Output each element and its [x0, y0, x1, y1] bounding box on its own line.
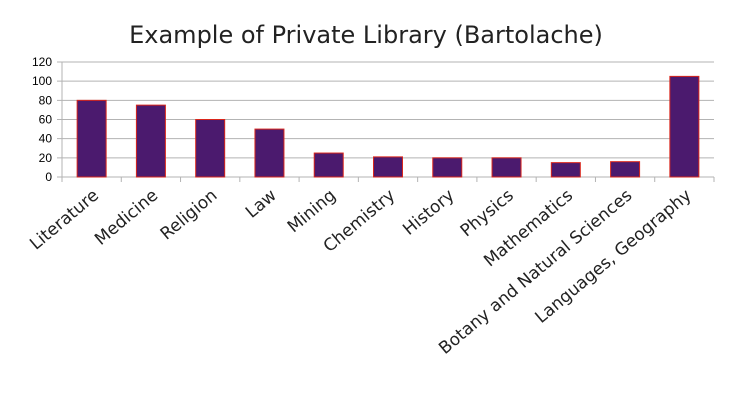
bar: [550, 162, 581, 178]
y-tick-label: 60: [39, 113, 53, 127]
bar: [491, 157, 522, 178]
bar: [669, 75, 700, 178]
y-tick-label: 100: [32, 74, 52, 88]
y-tick-label: 120: [32, 55, 52, 69]
bar: [254, 128, 285, 178]
y-tick-label: 20: [39, 151, 53, 165]
bar: [373, 156, 403, 178]
bar: [432, 157, 463, 178]
bar: [313, 152, 344, 178]
bar: [610, 161, 641, 178]
y-axis-ticks: 0 20 40 60 80 100 120: [32, 55, 52, 184]
y-tick-label: 40: [39, 132, 53, 146]
gridlines: [57, 61, 715, 182]
bars: [76, 75, 700, 178]
bar: [195, 119, 226, 178]
bar: [76, 99, 107, 178]
x-tick-label: Medicine: [91, 186, 162, 250]
x-tick-label: Religion: [157, 186, 222, 245]
x-tick-label: History: [399, 186, 458, 240]
x-tick-label: Mining: [284, 186, 340, 238]
bar: [135, 104, 166, 178]
y-tick-label: 80: [39, 93, 53, 107]
y-tick-label: 0: [45, 170, 52, 184]
x-tick-label: Literature: [26, 186, 103, 255]
x-tick-label: Law: [242, 185, 281, 222]
chart-title: Example of Private Library (Bartolache): [129, 21, 603, 49]
